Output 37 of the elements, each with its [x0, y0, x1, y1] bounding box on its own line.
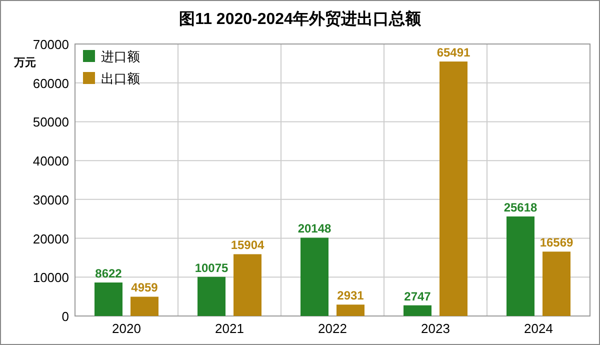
data-label: 20148	[298, 222, 332, 236]
bar	[542, 252, 570, 316]
x-tick-label: 2021	[215, 321, 244, 336]
y-tick-label: 0	[62, 309, 69, 324]
bar	[506, 216, 534, 316]
bar	[300, 238, 328, 316]
x-tick-label: 2024	[524, 321, 553, 336]
data-label: 2747	[404, 289, 432, 304]
data-label: 25618	[504, 200, 538, 214]
data-label: 10075	[194, 260, 229, 275]
bar	[404, 305, 432, 316]
bar	[440, 62, 468, 316]
data-label: 15904	[230, 238, 265, 252]
y-tick-label: 20000	[32, 231, 69, 246]
y-tick-label: 70000	[32, 37, 69, 52]
data-label: 65491	[436, 46, 471, 60]
bar	[336, 304, 364, 316]
y-tick-label: 10000	[32, 270, 69, 286]
data-label: 8622	[95, 266, 122, 280]
data-label: 2931	[337, 288, 364, 303]
y-tick-label: 60000	[32, 76, 69, 91]
legend-label: 进口额	[101, 49, 140, 64]
data-label: 4959	[131, 280, 158, 295]
bar	[94, 282, 122, 316]
chart-title: 图11 2020-2024年外贸进出口总额	[179, 10, 422, 28]
bar	[130, 296, 158, 316]
x-tick-label: 2023	[421, 321, 450, 336]
data-label: 16569	[540, 236, 574, 250]
y-axis-title: 万元	[13, 57, 36, 69]
y-tick-label: 30000	[32, 192, 69, 208]
bar	[234, 254, 262, 316]
y-tick-label: 50000	[32, 114, 69, 130]
x-tick-label: 2022	[318, 321, 347, 336]
legend-label: 出口额	[101, 71, 140, 86]
y-tick-label: 40000	[32, 154, 69, 169]
bar	[198, 276, 226, 316]
x-tick-label: 2020	[112, 321, 141, 336]
